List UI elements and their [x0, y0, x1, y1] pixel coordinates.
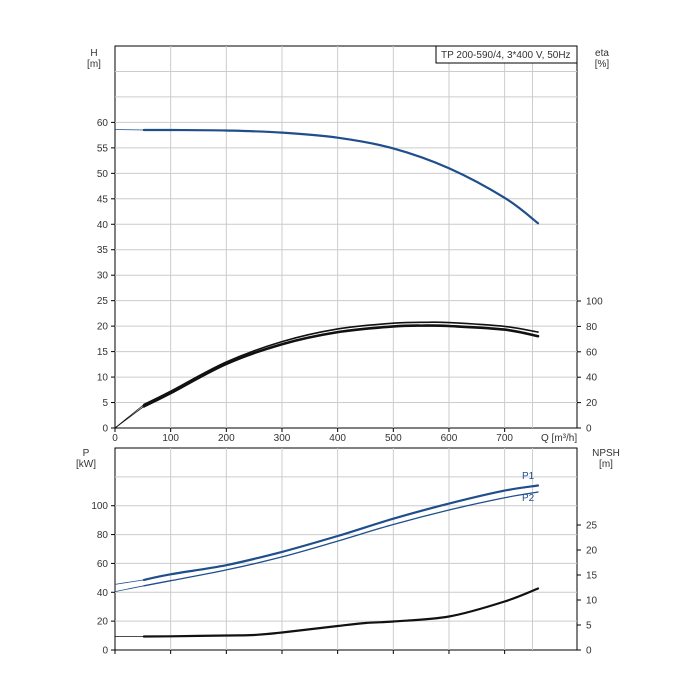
left-tick-label: 80: [97, 530, 109, 541]
p2-line: [143, 491, 539, 587]
legend-box: [435, 45, 578, 64]
right-tick-label: 10: [586, 596, 598, 607]
left-tick-label: 100: [91, 501, 108, 512]
left-tick-label: 35: [97, 245, 109, 256]
right-tick-label: 5: [586, 621, 592, 632]
x-tick-label: 600: [441, 433, 458, 444]
x-tick-label: 300: [274, 433, 291, 444]
left-tick-label: 40: [97, 220, 109, 231]
head-lead-line: [114, 129, 144, 131]
left-tick-label: 10: [97, 373, 109, 384]
left-tick-label: 55: [97, 143, 109, 154]
right-tick-label: 20: [586, 546, 598, 557]
flow-axis-label: Q [m³/h]: [541, 433, 577, 444]
right-tick-label: 25: [586, 521, 598, 532]
x-tick-label: 100: [162, 433, 179, 444]
top-x-axis: 0 100 200 300 400 500 600 700: [112, 428, 513, 444]
bottom-x-axis: [114, 650, 506, 654]
top-series: [114, 128, 540, 429]
bottom-grid: [115, 448, 577, 650]
top-plot-frame: [114, 45, 578, 429]
left-tick-label: 60: [97, 118, 109, 129]
right-tick-label: 80: [586, 322, 598, 333]
head-axis-label: H: [90, 48, 97, 59]
right-tick-label: 0: [586, 646, 592, 657]
npsh-line: [142, 587, 540, 638]
eta_upper-line: [143, 321, 539, 406]
left-tick-label: 45: [97, 194, 109, 205]
top-right-axis: 0 20 40 60 80 100: [577, 297, 603, 435]
left-tick-label: 60: [97, 559, 109, 570]
p1-line: [142, 484, 540, 581]
npsh-axis-label: NPSH: [592, 448, 620, 459]
power-axis-label: P: [83, 448, 90, 459]
left-tick-label: 5: [102, 398, 108, 409]
p2-lead-line: [114, 585, 144, 592]
right-tick-label: 40: [586, 373, 598, 384]
left-tick-label: 40: [97, 588, 109, 599]
bottom-plot-frame: [114, 447, 578, 651]
power-axis-unit: [kW]: [76, 459, 96, 470]
eta-axis-unit: [%]: [595, 59, 610, 70]
x-tick-label: 200: [218, 433, 235, 444]
eta_lower-lead-line: [114, 406, 145, 429]
left-tick-label: 0: [102, 424, 108, 435]
left-tick-label: 20: [97, 617, 109, 628]
eta_lower-line: [142, 324, 540, 408]
x-tick-label: 700: [496, 433, 513, 444]
right-tick-label: 20: [586, 398, 598, 409]
left-tick-label: 50: [97, 169, 109, 180]
left-tick-label: 30: [97, 271, 109, 282]
left-tick-label: 25: [97, 296, 109, 307]
head-axis-unit: [m]: [87, 59, 101, 70]
x-tick-label: 0: [112, 433, 118, 444]
p2-series-label: P2: [522, 493, 535, 504]
left-tick-label: 0: [102, 646, 108, 657]
right-tick-label: 60: [586, 347, 598, 358]
npsh-axis-unit: [m]: [599, 459, 613, 470]
pump-model-label: TP 200-590/4, 3*400 V, 50Hz: [441, 50, 571, 61]
left-tick-label: 20: [97, 322, 109, 333]
right-tick-label: 15: [586, 571, 598, 582]
bottom-right-axis: 0 5 10 15 20 25: [577, 521, 598, 657]
right-tick-label: 100: [586, 297, 603, 308]
head-line: [142, 128, 540, 225]
p1-series-label: P1: [522, 471, 535, 482]
top-left-axis: 0 5 10 15 20 25 30 35 40 45 50 55 60: [97, 118, 115, 435]
x-tick-label: 400: [329, 433, 346, 444]
top-grid: [115, 46, 577, 428]
bottom-series: [114, 484, 540, 638]
p1-lead-line: [114, 579, 144, 585]
left-tick-label: 15: [97, 347, 109, 358]
eta-axis-label: eta: [595, 48, 609, 59]
head-efficiency-chart: 0 5 10 15 20 25 30 35 40 45 50 55 60 0 20 40 60 80 100 0 1…: [87, 45, 610, 444]
right-tick-label: 0: [586, 424, 592, 435]
x-tick-label: 500: [385, 433, 402, 444]
bottom-left-axis: 0 20 40 60 80 100: [91, 501, 115, 657]
